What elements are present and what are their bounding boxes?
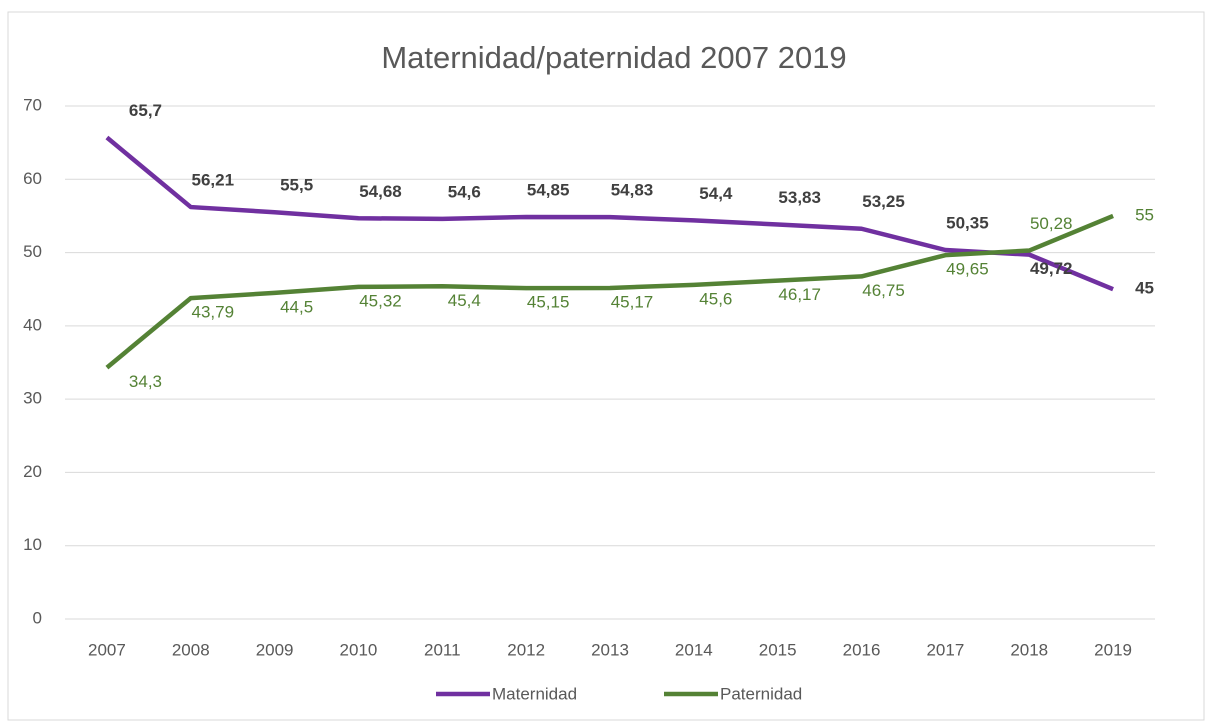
y-tick-label: 70 bbox=[23, 95, 42, 114]
data-label: 54,68 bbox=[359, 182, 402, 201]
data-label: 45,17 bbox=[611, 292, 654, 311]
x-tick-label: 2014 bbox=[675, 640, 713, 659]
legend-label: Maternidad bbox=[492, 684, 577, 703]
series-line bbox=[105, 135, 1114, 292]
chart-frame bbox=[7, 11, 1205, 721]
data-label: 56,21 bbox=[191, 171, 234, 190]
x-tick-label: 2009 bbox=[256, 640, 294, 659]
data-label: 55 bbox=[1135, 205, 1154, 224]
data-label: 49,72 bbox=[1030, 259, 1073, 278]
x-tick-label: 2012 bbox=[507, 640, 545, 659]
data-label: 45,15 bbox=[527, 293, 570, 312]
x-tick-label: 2013 bbox=[591, 640, 629, 659]
data-label: 55,5 bbox=[280, 176, 313, 195]
x-tick-label: 2008 bbox=[172, 640, 210, 659]
data-label: 45,32 bbox=[359, 291, 402, 310]
legend-label: Paternidad bbox=[720, 684, 802, 703]
x-tick-label: 2017 bbox=[926, 640, 964, 659]
data-label: 50,28 bbox=[1030, 214, 1073, 233]
y-tick-label: 40 bbox=[23, 315, 42, 334]
y-tick-label: 0 bbox=[33, 608, 42, 627]
data-label: 45 bbox=[1135, 279, 1154, 298]
data-label: 50,35 bbox=[946, 213, 989, 232]
data-label: 45,4 bbox=[448, 291, 481, 310]
chart-title: Maternidad/paternidad 2007 2019 bbox=[381, 40, 846, 75]
data-label: 65,7 bbox=[129, 101, 162, 120]
data-label: 54,83 bbox=[611, 181, 654, 200]
x-tick-label: 2007 bbox=[88, 640, 126, 659]
x-tick-label: 2018 bbox=[1010, 640, 1048, 659]
x-tick-label: 2016 bbox=[843, 640, 881, 659]
y-tick-label: 60 bbox=[23, 169, 42, 188]
data-label: 44,5 bbox=[280, 297, 313, 316]
x-tick-label: 2015 bbox=[759, 640, 797, 659]
y-tick-label: 10 bbox=[23, 535, 42, 554]
data-label: 53,25 bbox=[862, 192, 905, 211]
data-label: 45,6 bbox=[699, 289, 732, 308]
y-tick-label: 20 bbox=[23, 462, 42, 481]
data-label: 54,85 bbox=[527, 181, 570, 200]
data-label: 54,6 bbox=[448, 182, 481, 201]
data-label: 46,75 bbox=[862, 281, 905, 300]
data-label: 34,3 bbox=[129, 372, 162, 391]
x-tick-label: 2010 bbox=[340, 640, 378, 659]
x-tick-label: 2011 bbox=[424, 640, 461, 659]
data-label: 53,83 bbox=[778, 188, 821, 207]
x-tick-label: 2019 bbox=[1094, 640, 1132, 659]
y-tick-label: 30 bbox=[23, 389, 42, 408]
data-label: 43,79 bbox=[191, 303, 234, 322]
data-label: 54,4 bbox=[699, 184, 733, 203]
data-label: 49,65 bbox=[946, 260, 989, 279]
series-line bbox=[105, 213, 1114, 370]
data-label: 46,17 bbox=[778, 285, 821, 304]
y-tick-label: 50 bbox=[23, 242, 42, 261]
